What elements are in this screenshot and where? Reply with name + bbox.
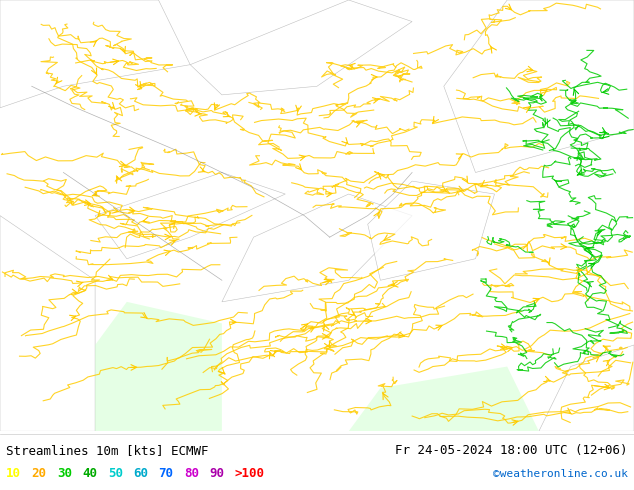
- Text: 50: 50: [108, 467, 123, 480]
- Text: 80: 80: [184, 467, 199, 480]
- Text: ©weatheronline.co.uk: ©weatheronline.co.uk: [493, 468, 628, 479]
- Polygon shape: [0, 216, 95, 431]
- Text: 90: 90: [209, 467, 224, 480]
- Polygon shape: [190, 0, 412, 95]
- Polygon shape: [349, 367, 539, 431]
- Text: 10: 10: [6, 467, 22, 480]
- Polygon shape: [95, 172, 285, 259]
- Text: Streamlines 10m [kts] ECMWF: Streamlines 10m [kts] ECMWF: [6, 444, 209, 457]
- Text: 30: 30: [57, 467, 72, 480]
- Polygon shape: [222, 194, 412, 302]
- Polygon shape: [539, 345, 634, 431]
- Text: 20: 20: [32, 467, 47, 480]
- Polygon shape: [0, 0, 190, 108]
- Text: >100: >100: [235, 467, 264, 480]
- Text: 60: 60: [133, 467, 148, 480]
- Text: 40: 40: [82, 467, 98, 480]
- Polygon shape: [444, 0, 634, 172]
- Text: Fr 24-05-2024 18:00 UTC (12+06): Fr 24-05-2024 18:00 UTC (12+06): [395, 444, 628, 457]
- Polygon shape: [95, 302, 222, 431]
- Polygon shape: [368, 181, 495, 280]
- Text: 70: 70: [158, 467, 174, 480]
